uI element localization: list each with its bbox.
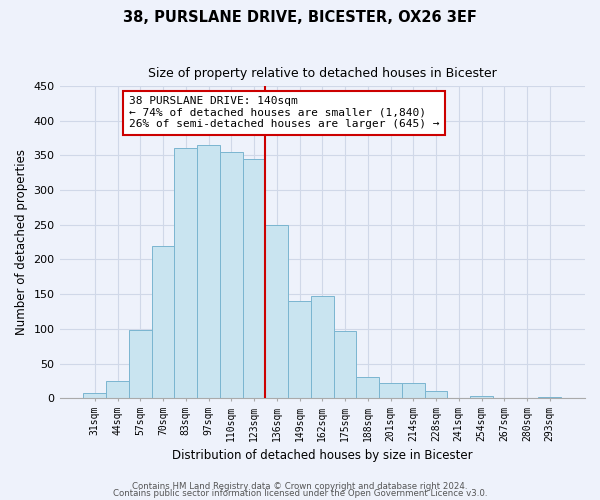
Bar — [311, 296, 334, 399]
Bar — [106, 381, 129, 398]
Bar — [288, 301, 311, 398]
Bar — [265, 224, 288, 398]
Bar — [197, 145, 220, 399]
Bar — [175, 148, 197, 398]
Bar — [425, 392, 448, 398]
X-axis label: Distribution of detached houses by size in Bicester: Distribution of detached houses by size … — [172, 450, 473, 462]
Bar — [83, 392, 106, 398]
Title: Size of property relative to detached houses in Bicester: Size of property relative to detached ho… — [148, 68, 497, 80]
Bar — [334, 331, 356, 398]
Bar — [220, 152, 242, 398]
Bar — [402, 383, 425, 398]
Bar — [470, 396, 493, 398]
Text: Contains public sector information licensed under the Open Government Licence v3: Contains public sector information licen… — [113, 490, 487, 498]
Y-axis label: Number of detached properties: Number of detached properties — [15, 149, 28, 335]
Bar — [152, 246, 175, 398]
Bar — [356, 378, 379, 398]
Bar — [242, 158, 265, 398]
Text: 38 PURSLANE DRIVE: 140sqm
← 74% of detached houses are smaller (1,840)
26% of se: 38 PURSLANE DRIVE: 140sqm ← 74% of detac… — [129, 96, 439, 130]
Bar — [129, 330, 152, 398]
Bar — [379, 383, 402, 398]
Bar — [538, 397, 561, 398]
Text: 38, PURSLANE DRIVE, BICESTER, OX26 3EF: 38, PURSLANE DRIVE, BICESTER, OX26 3EF — [123, 10, 477, 25]
Text: Contains HM Land Registry data © Crown copyright and database right 2024.: Contains HM Land Registry data © Crown c… — [132, 482, 468, 491]
